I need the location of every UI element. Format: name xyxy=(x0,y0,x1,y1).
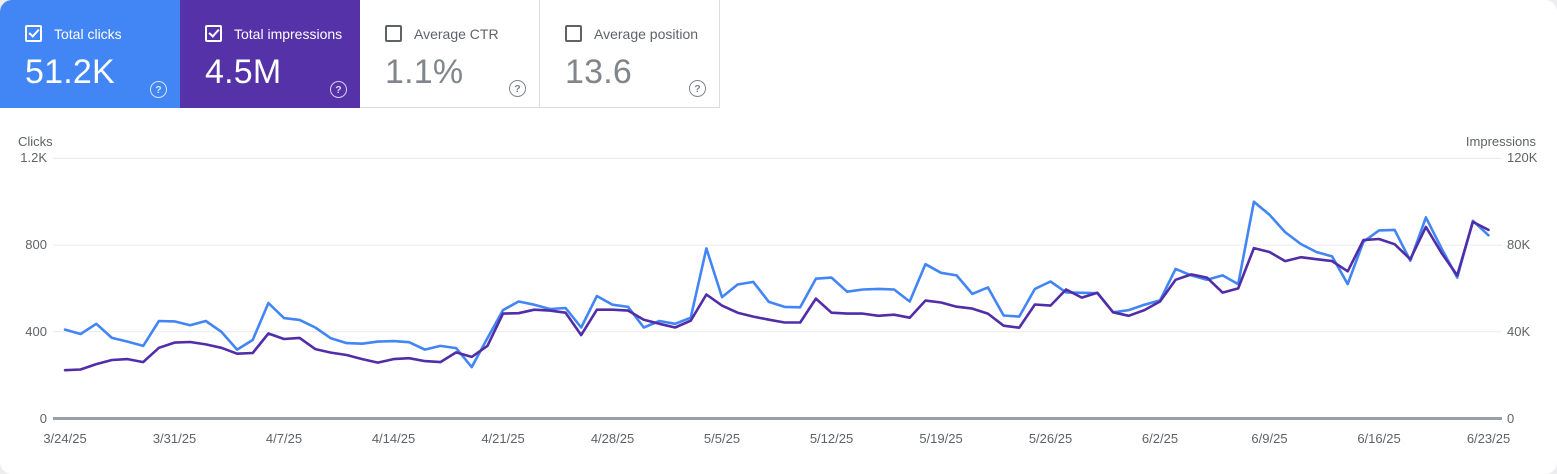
total-impressions-value: 4.5M xyxy=(205,53,282,91)
left-axis-tick: 400 xyxy=(25,323,47,339)
x-axis-tick: 6/16/25 xyxy=(1357,431,1401,446)
average-ctr-checkbox[interactable] xyxy=(385,25,402,42)
x-axis-tick: 4/7/25 xyxy=(265,431,303,446)
x-axis-tick: 5/12/25 xyxy=(809,431,854,446)
x-axis-tick: 6/23/25 xyxy=(1466,431,1511,446)
x-axis-tick: 4/14/25 xyxy=(371,431,416,446)
x-axis-tick: 4/21/25 xyxy=(481,431,525,446)
x-axis-tick: 4/28/25 xyxy=(590,431,635,446)
x-axis-tick: 6/2/25 xyxy=(1141,431,1179,446)
left-axis-title: Clicks xyxy=(18,134,53,149)
total-clicks-card[interactable]: Total clicks 51.2K xyxy=(0,0,180,108)
help-icon[interactable] xyxy=(689,80,706,97)
right-axis-title: Impressions xyxy=(1465,134,1536,149)
metric-cards-row: Total clicks 51.2K Total impressions 4.5… xyxy=(0,0,720,108)
help-icon[interactable] xyxy=(150,81,167,98)
help-icon[interactable] xyxy=(330,81,347,98)
x-axis-tick: 3/31/25 xyxy=(152,431,197,446)
total-impressions-card[interactable]: Total impressions 4.5M xyxy=(180,0,360,108)
x-axis-tick: 5/19/25 xyxy=(919,431,963,446)
total-impressions-checkbox[interactable] xyxy=(205,25,222,42)
right-axis-tick: 80K xyxy=(1507,237,1531,253)
average-position-value: 13.6 xyxy=(565,53,632,91)
average-ctr-card[interactable]: Average CTR 1.1% xyxy=(360,0,540,108)
left-axis-tick: 800 xyxy=(25,237,47,253)
clicks-line[interactable] xyxy=(63,200,1490,369)
average-ctr-label: Average CTR xyxy=(414,25,499,42)
total-clicks-checkbox[interactable] xyxy=(25,25,42,42)
left-axis-tick: 1.2K xyxy=(20,150,47,166)
average-ctr-value: 1.1% xyxy=(385,53,464,91)
right-axis-tick: 120K xyxy=(1507,150,1538,166)
average-position-card[interactable]: Average position 13.6 xyxy=(540,0,720,108)
left-axis-tick: 0 xyxy=(39,410,47,426)
total-clicks-label: Total clicks xyxy=(54,25,122,42)
right-axis-tick: 40K xyxy=(1507,323,1531,339)
total-clicks-value: 51.2K xyxy=(25,53,115,91)
x-axis-tick: 6/9/25 xyxy=(1251,431,1288,446)
x-axis-tick: 5/26/25 xyxy=(1028,431,1073,446)
right-axis-tick: 0 xyxy=(1507,410,1515,426)
x-axis-tick: 5/5/25 xyxy=(703,431,741,446)
x-axis-tick: 3/24/25 xyxy=(43,431,87,446)
total-impressions-label: Total impressions xyxy=(234,25,343,42)
impressions-line[interactable] xyxy=(63,220,1490,372)
average-position-label: Average position xyxy=(594,25,699,42)
average-position-checkbox[interactable] xyxy=(565,25,582,42)
help-icon[interactable] xyxy=(509,80,526,97)
